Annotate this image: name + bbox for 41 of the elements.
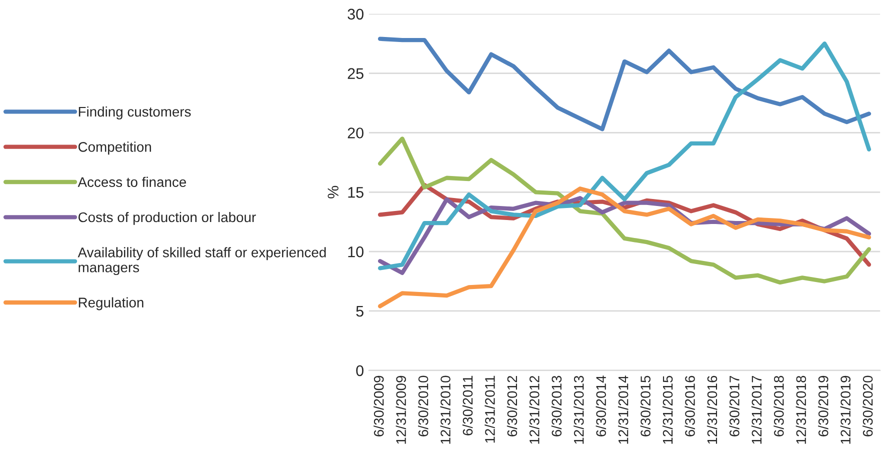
y-tick-label: 25 [348, 68, 364, 79]
x-tick-label: 12/31/2012 [529, 376, 540, 444]
y-tick-label: 15 [348, 187, 364, 198]
x-tick-label: 12/31/2011 [484, 376, 495, 443]
y-tick-label: 10 [348, 246, 364, 258]
x-tick-label: 6/30/2018 [774, 376, 784, 436]
legend-label: Access to finance [78, 176, 186, 188]
x-tick-label: 6/30/2010 [418, 376, 428, 436]
line-series [378, 186, 872, 308]
x-tick-label: 12/31/2013 [574, 376, 584, 444]
line-series [378, 136, 872, 285]
line-series [378, 36, 872, 132]
legend-label: Availability of skilled staff or experienced managers [78, 247, 326, 276]
legend-label: Regulation [78, 297, 144, 310]
y-tick-label: 30 [348, 8, 364, 20]
x-tick-label: 12/31/2019 [840, 376, 850, 444]
x-tick-label: 12/31/2010 [440, 376, 450, 444]
x-tick-label: 12/31/2015 [662, 376, 673, 444]
x-tick-label: 6/30/2017 [729, 376, 740, 436]
y-tick-label: 20 [348, 128, 364, 138]
x-tick-label: 6/30/2019 [818, 376, 828, 436]
y-tick-label: 5 [356, 306, 364, 317]
x-tick-label: 12/31/2018 [796, 376, 806, 444]
x-tick-label: 6/30/2011 [462, 376, 473, 436]
legend-label: Finding customers [78, 106, 191, 120]
x-tick-label: 6/30/2020 [862, 376, 873, 436]
x-tick-label: 6/30/2015 [640, 376, 650, 436]
x-tick-label: 12/31/2017 [751, 376, 762, 444]
x-tick-label: 6/30/2013 [551, 376, 562, 436]
line-series [378, 42, 872, 270]
x-tick-label: 6/30/2009 [374, 376, 384, 436]
x-tick-label: 6/30/2016 [684, 376, 695, 436]
x-tick-label: 12/31/2014 [618, 376, 628, 444]
x-tick-label: 6/30/2012 [506, 376, 518, 436]
x-tick-label: 12/31/2009 [396, 376, 406, 444]
y-tick-label: 0 [356, 365, 364, 376]
legend-label: Competition [78, 142, 151, 155]
y-axis-title: % [328, 186, 338, 198]
x-tick-label: 12/31/2016 [706, 376, 718, 444]
x-tick-label: 6/30/2014 [596, 376, 606, 436]
legend-label: Costs of production or labour [78, 212, 256, 225]
